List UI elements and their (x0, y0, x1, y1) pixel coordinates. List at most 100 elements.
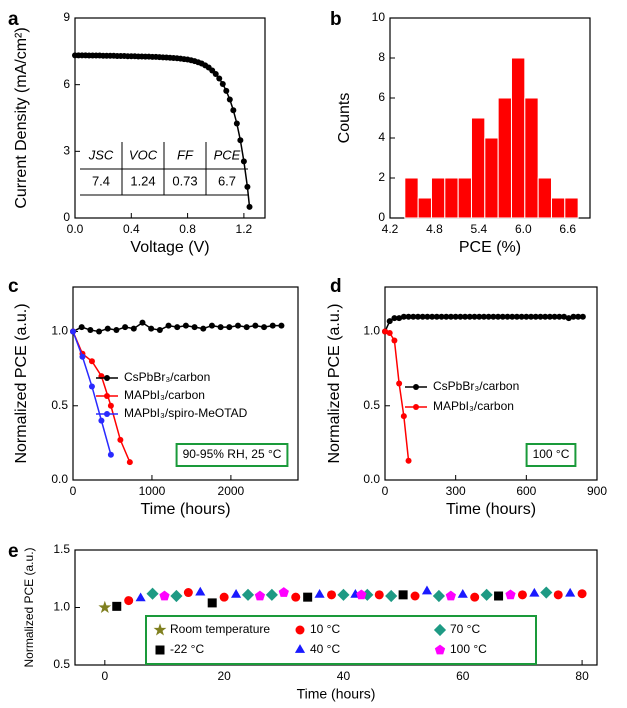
marker (529, 587, 540, 597)
marker (79, 353, 86, 360)
x-tick-label: 1000 (139, 484, 166, 498)
marker (457, 589, 468, 598)
histogram-bar (510, 57, 526, 219)
marker (96, 328, 103, 335)
marker (88, 358, 95, 365)
x-axis-label: PCE (%) (459, 239, 521, 256)
histogram-bar (550, 197, 566, 219)
x-tick-label: 0.0 (67, 222, 84, 236)
marker (424, 313, 431, 320)
marker (191, 324, 198, 331)
histogram-bar (430, 177, 446, 219)
y-tick-label: 1.0 (53, 600, 70, 614)
x-tick-label: 0.4 (123, 222, 140, 236)
marker (391, 315, 398, 322)
marker (303, 592, 313, 602)
marker (517, 590, 527, 600)
marker (261, 324, 268, 331)
legend-label: CsPbBr₃/carbon (433, 379, 519, 393)
y-axis-label: Normalized PCE (a.u.) (13, 303, 30, 463)
marker (70, 328, 76, 335)
marker (107, 402, 114, 409)
marker (413, 404, 419, 410)
x-tick-label: 20 (217, 669, 231, 683)
x-tick-label: 6.0 (515, 222, 532, 236)
table-cell: 0.73 (172, 173, 197, 188)
x-axis-label: Time (hours) (297, 686, 376, 702)
marker (148, 325, 155, 332)
marker (107, 451, 114, 458)
table-header: VOC (129, 147, 158, 162)
marker (195, 586, 206, 596)
marker (98, 600, 112, 613)
data-line (72, 331, 112, 455)
marker (445, 590, 456, 601)
marker (546, 313, 553, 320)
marker (170, 589, 183, 603)
marker (278, 322, 285, 329)
marker (400, 313, 407, 320)
marker (528, 313, 535, 320)
panel-label: c (8, 276, 19, 297)
marker (182, 322, 189, 329)
marker (124, 596, 134, 606)
marker (104, 375, 110, 381)
y-axis-label: Current Density (mA/cm²) (13, 27, 30, 208)
y-tick-label: 6 (378, 90, 385, 104)
marker (207, 598, 217, 608)
y-tick-label: 1.5 (53, 542, 70, 556)
y-tick-label: 8 (378, 50, 385, 64)
marker (386, 318, 393, 325)
marker (490, 313, 497, 320)
y-tick-label: 9 (63, 10, 70, 24)
marker (269, 322, 276, 329)
marker (565, 315, 572, 322)
table-header: FF (177, 147, 194, 162)
x-axis-label: Voltage (V) (130, 239, 209, 256)
annotation: 90-95% RH, 25 °C (183, 447, 282, 461)
legend-label: -22 °C (170, 642, 204, 656)
x-tick-label: 1.2 (236, 222, 253, 236)
y-tick-label: 1.0 (51, 324, 68, 338)
marker (466, 313, 473, 320)
marker (396, 315, 403, 322)
marker (233, 120, 240, 127)
marker (240, 158, 247, 165)
histogram-bar (537, 177, 552, 219)
marker (314, 589, 325, 598)
marker (495, 313, 502, 320)
marker (337, 588, 350, 601)
marker (219, 81, 226, 87)
marker (226, 324, 233, 331)
marker (556, 313, 563, 320)
y-tick-label: 3 (63, 144, 70, 158)
legend-label: 40 °C (310, 642, 340, 656)
x-tick-label: 80 (575, 669, 589, 683)
marker (398, 590, 408, 600)
marker (462, 313, 469, 320)
histogram-bar (417, 197, 432, 219)
marker (421, 585, 433, 595)
panel-label: a (8, 9, 19, 30)
legend-label: CsPbBr₃/carbon (124, 370, 210, 384)
histogram-bar (457, 177, 472, 219)
marker (537, 313, 544, 320)
marker (410, 591, 420, 601)
marker (470, 592, 480, 602)
x-tick-label: 2000 (218, 484, 245, 498)
marker (117, 436, 124, 443)
legend-label: 10 °C (310, 622, 340, 636)
marker (505, 589, 516, 600)
marker (405, 457, 412, 464)
marker (104, 325, 111, 332)
marker (405, 313, 412, 320)
marker (438, 313, 445, 320)
histogram-bar (404, 177, 419, 219)
marker (518, 313, 525, 320)
legend-box (145, 615, 537, 665)
x-tick-label: 4.2 (382, 222, 399, 236)
marker (122, 324, 129, 331)
plot-frame (74, 17, 266, 219)
marker (432, 589, 445, 603)
